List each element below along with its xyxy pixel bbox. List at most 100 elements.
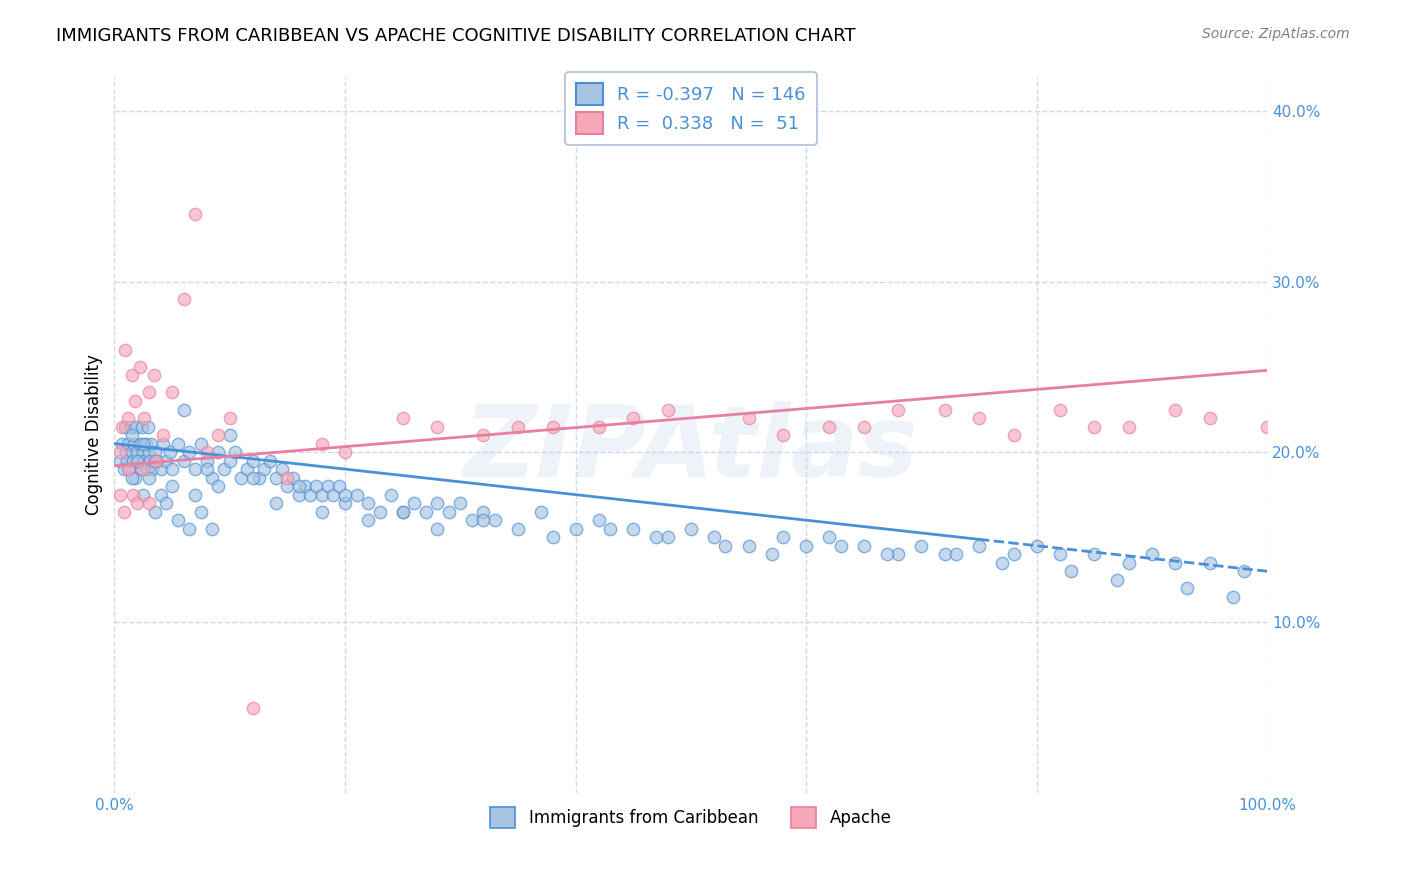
Point xyxy=(588,419,610,434)
Point xyxy=(461,513,484,527)
Point xyxy=(132,436,155,450)
Point xyxy=(264,470,287,484)
Point xyxy=(404,496,426,510)
Point xyxy=(146,453,169,467)
Point xyxy=(127,453,149,467)
Point xyxy=(149,488,172,502)
Point xyxy=(391,411,413,425)
Point xyxy=(131,419,153,434)
Point xyxy=(945,547,967,561)
Point xyxy=(121,470,143,484)
Point xyxy=(111,419,134,434)
Point xyxy=(224,445,246,459)
Point xyxy=(288,479,311,493)
Point xyxy=(129,462,152,476)
Point xyxy=(184,488,207,502)
Point xyxy=(195,445,218,459)
Point xyxy=(391,505,413,519)
Point xyxy=(967,539,990,553)
Point xyxy=(190,436,212,450)
Point xyxy=(117,462,139,476)
Point xyxy=(231,470,253,484)
Legend: Immigrants from Caribbean, Apache: Immigrants from Caribbean, Apache xyxy=(484,801,898,834)
Point xyxy=(108,445,131,459)
Point xyxy=(143,453,166,467)
Point xyxy=(852,539,875,553)
Point xyxy=(346,488,368,502)
Point xyxy=(242,700,264,714)
Point xyxy=(1002,428,1025,442)
Point xyxy=(138,445,160,459)
Point xyxy=(173,453,195,467)
Point xyxy=(122,436,145,450)
Point xyxy=(506,522,529,536)
Point xyxy=(368,505,391,519)
Point xyxy=(135,436,157,450)
Point xyxy=(138,470,160,484)
Point xyxy=(541,530,564,544)
Point xyxy=(281,470,304,484)
Point xyxy=(152,428,174,442)
Point xyxy=(264,496,287,510)
Point xyxy=(876,547,898,561)
Point xyxy=(1198,411,1220,425)
Point xyxy=(218,428,240,442)
Point xyxy=(1175,582,1198,596)
Point xyxy=(121,453,143,467)
Point xyxy=(934,402,956,417)
Point xyxy=(1140,547,1163,561)
Point xyxy=(333,496,356,510)
Point xyxy=(218,411,240,425)
Point xyxy=(112,505,135,519)
Point xyxy=(380,488,402,502)
Point xyxy=(472,505,495,519)
Point xyxy=(207,479,229,493)
Point xyxy=(1198,556,1220,570)
Point xyxy=(426,419,449,434)
Point xyxy=(1222,590,1244,604)
Point xyxy=(108,453,131,467)
Point xyxy=(141,436,163,450)
Point xyxy=(134,453,156,467)
Point xyxy=(934,547,956,561)
Point xyxy=(117,411,139,425)
Point xyxy=(142,368,165,383)
Point xyxy=(437,505,460,519)
Point xyxy=(138,385,160,400)
Point xyxy=(818,530,841,544)
Point xyxy=(114,343,136,357)
Text: ZIPAtlas: ZIPAtlas xyxy=(464,401,918,498)
Point xyxy=(599,522,621,536)
Point xyxy=(910,539,932,553)
Point xyxy=(772,428,794,442)
Point xyxy=(1164,556,1187,570)
Point xyxy=(305,479,328,493)
Point xyxy=(737,539,759,553)
Point xyxy=(160,479,183,493)
Point xyxy=(166,513,188,527)
Point xyxy=(794,539,817,553)
Point xyxy=(143,505,166,519)
Point xyxy=(311,488,333,502)
Point xyxy=(472,513,495,527)
Point xyxy=(121,445,143,459)
Point xyxy=(141,462,163,476)
Point xyxy=(967,411,990,425)
Point xyxy=(159,445,181,459)
Point xyxy=(830,539,852,553)
Point xyxy=(247,470,270,484)
Point xyxy=(1118,556,1140,570)
Point xyxy=(506,419,529,434)
Point xyxy=(621,411,644,425)
Point xyxy=(564,522,586,536)
Point xyxy=(415,505,437,519)
Point xyxy=(1049,547,1071,561)
Point xyxy=(184,207,207,221)
Point xyxy=(322,488,344,502)
Point xyxy=(1118,419,1140,434)
Point xyxy=(218,453,240,467)
Point xyxy=(190,505,212,519)
Point xyxy=(761,547,783,561)
Point xyxy=(114,419,136,434)
Point xyxy=(1164,402,1187,417)
